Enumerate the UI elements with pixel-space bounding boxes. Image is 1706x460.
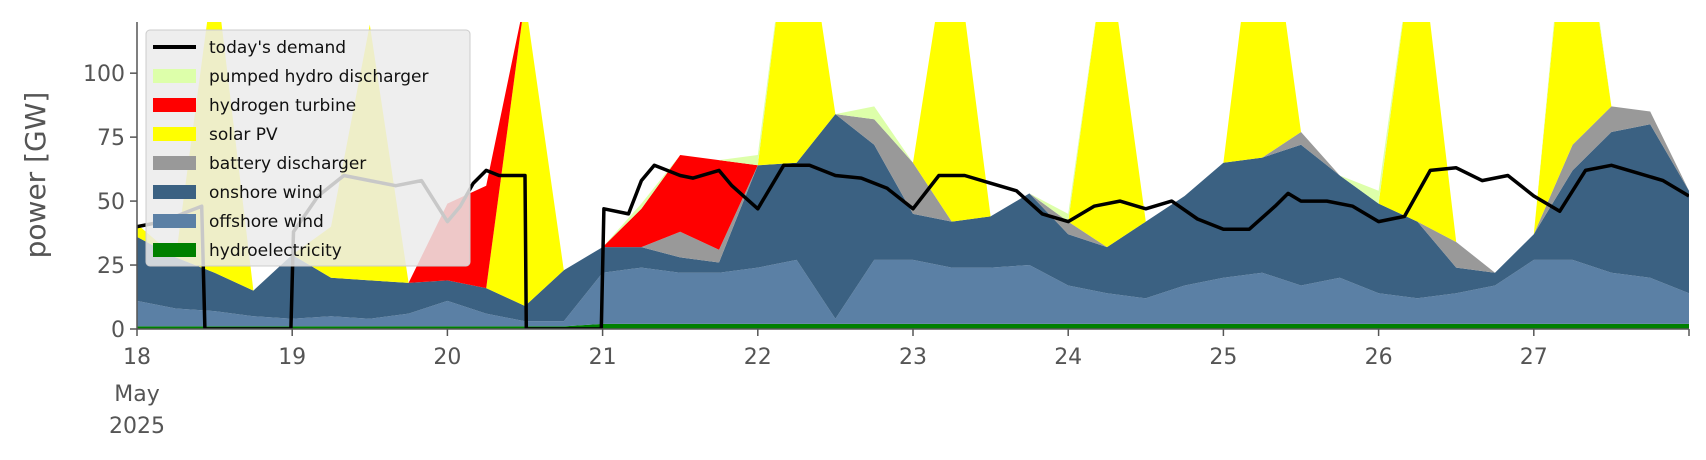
- x-tick-label: 26: [1365, 345, 1393, 370]
- legend-label: pumped hydro discharger: [209, 67, 428, 87]
- legend-box: [145, 29, 471, 267]
- legend-swatch: [153, 185, 196, 199]
- x-tick-label: 21: [589, 345, 617, 370]
- x-axis: 18 19 20 21 22 23 24 25 26 27 May 2025: [109, 328, 1690, 439]
- legend-swatch: [153, 98, 196, 112]
- x-month-label: May: [114, 382, 159, 407]
- x-year-label: 2025: [109, 414, 165, 439]
- legend-label: hydroelectricity: [209, 241, 342, 261]
- area-offshore-wind: [137, 259, 1689, 327]
- x-tick-label: 19: [278, 345, 306, 370]
- legend-swatch: [153, 156, 196, 170]
- x-ticks: 18 19 20 21 22 23 24 25 26 27: [123, 329, 1690, 370]
- x-tick-label: 24: [1054, 345, 1082, 370]
- legend-swatch: [153, 243, 196, 257]
- y-tick-label: 100: [83, 62, 125, 87]
- y-tick-label: 0: [111, 318, 125, 343]
- y-tick-label: 75: [97, 126, 125, 151]
- y-axis: 0 25 50 75 100 power [GW]: [19, 22, 138, 343]
- y-tick-label: 25: [97, 254, 125, 279]
- legend-label: hydrogen turbine: [209, 96, 356, 116]
- legend: today's demand pumped hydro discharger hyd…: [145, 29, 471, 267]
- x-tick-label: 25: [1209, 345, 1237, 370]
- x-tick-label: 27: [1520, 345, 1548, 370]
- area-onshore-wind: [137, 114, 1689, 322]
- legend-swatch: [153, 214, 196, 228]
- legend-items: today's demand pumped hydro discharger hyd…: [153, 38, 428, 261]
- y-tick-label: 50: [97, 190, 125, 215]
- legend-label: solar PV: [209, 125, 278, 145]
- x-tick-label: 20: [433, 345, 461, 370]
- x-tick-label: 23: [899, 345, 927, 370]
- y-axis-title: power [GW]: [19, 92, 52, 259]
- x-tick-label: 18: [123, 345, 151, 370]
- x-tick-label: 22: [744, 345, 772, 370]
- legend-label: offshore wind: [209, 212, 324, 232]
- legend-swatch: [153, 69, 196, 83]
- legend-label: battery discharger: [209, 154, 366, 174]
- plot-area: [137, 22, 1689, 329]
- legend-label: today's demand: [209, 38, 346, 58]
- legend-swatch: [153, 127, 196, 141]
- y-ticks: 0 25 50 75 100: [83, 62, 137, 343]
- legend-label: onshore wind: [209, 183, 323, 203]
